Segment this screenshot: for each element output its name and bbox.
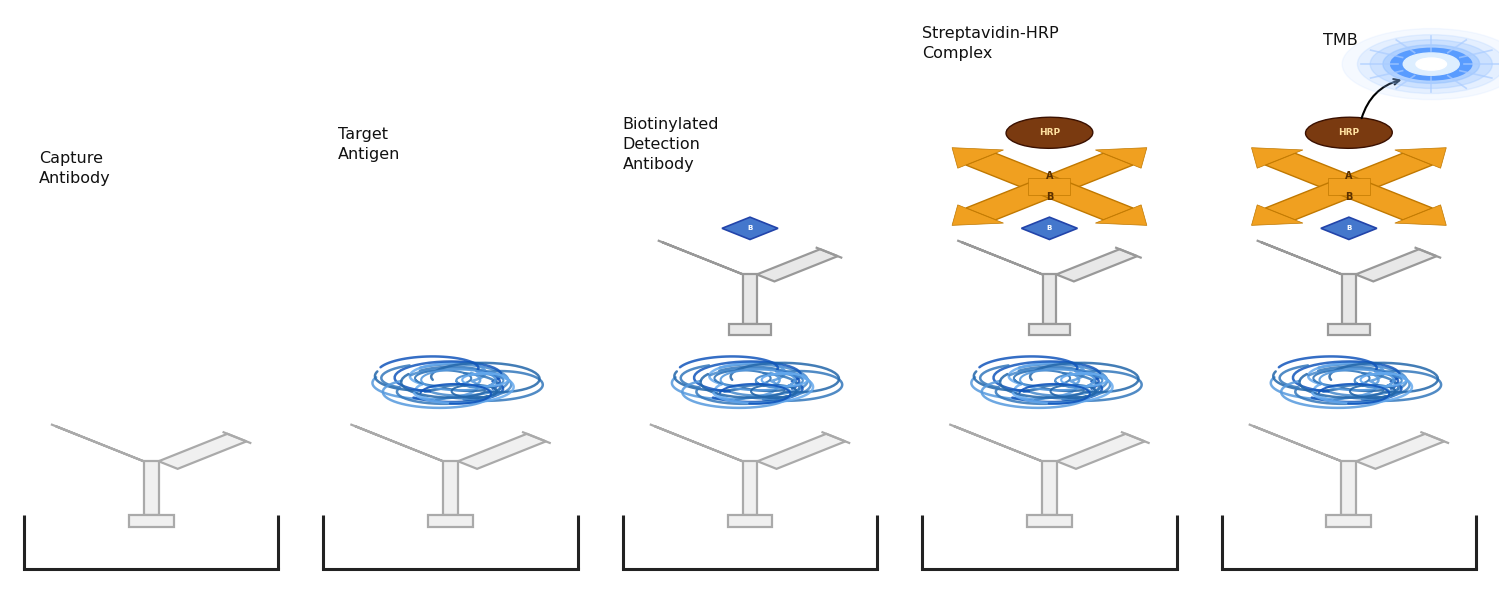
Text: HRP: HRP [1040, 128, 1060, 137]
Text: Capture
Antibody: Capture Antibody [39, 151, 111, 186]
Ellipse shape [1305, 117, 1392, 148]
Polygon shape [758, 434, 846, 469]
Circle shape [1370, 40, 1492, 88]
Polygon shape [56, 426, 144, 461]
Circle shape [1402, 53, 1460, 75]
Text: A: A [1046, 171, 1053, 181]
Text: B: B [747, 226, 753, 232]
Polygon shape [954, 426, 1042, 461]
Circle shape [1342, 29, 1500, 100]
Circle shape [1358, 35, 1500, 94]
Polygon shape [1251, 205, 1304, 226]
Polygon shape [1356, 249, 1437, 281]
Polygon shape [1035, 153, 1132, 193]
Text: TMB: TMB [1323, 33, 1358, 48]
Polygon shape [1262, 242, 1342, 274]
Text: B: B [1346, 192, 1353, 202]
Ellipse shape [1390, 47, 1473, 80]
Polygon shape [952, 148, 1004, 168]
Polygon shape [1356, 434, 1444, 469]
Polygon shape [1035, 181, 1132, 220]
Text: B: B [1346, 226, 1352, 232]
Polygon shape [1254, 426, 1341, 461]
Polygon shape [1266, 153, 1364, 193]
Polygon shape [966, 153, 1065, 193]
Polygon shape [1058, 434, 1144, 469]
Polygon shape [1042, 461, 1058, 515]
Polygon shape [663, 242, 742, 274]
Polygon shape [1334, 153, 1432, 193]
Polygon shape [442, 461, 458, 515]
FancyBboxPatch shape [1029, 324, 1069, 335]
Polygon shape [1056, 249, 1137, 281]
Polygon shape [1042, 274, 1056, 324]
Text: HRP: HRP [1338, 128, 1359, 137]
Polygon shape [758, 249, 837, 281]
Polygon shape [1341, 461, 1356, 515]
Polygon shape [1342, 274, 1356, 324]
Polygon shape [1251, 148, 1304, 168]
Polygon shape [952, 205, 1004, 226]
Polygon shape [1395, 148, 1446, 168]
Polygon shape [1395, 205, 1446, 226]
FancyBboxPatch shape [728, 515, 772, 527]
Polygon shape [1095, 148, 1148, 168]
FancyBboxPatch shape [1028, 515, 1072, 527]
Polygon shape [966, 181, 1065, 220]
FancyBboxPatch shape [427, 515, 472, 527]
Polygon shape [742, 461, 758, 515]
FancyBboxPatch shape [129, 515, 174, 527]
Polygon shape [356, 426, 442, 461]
Polygon shape [1334, 181, 1432, 220]
Ellipse shape [1007, 117, 1094, 148]
Text: B: B [1046, 192, 1053, 202]
Bar [1029, 178, 1071, 195]
Text: B: B [1047, 226, 1052, 232]
Polygon shape [458, 434, 546, 469]
Polygon shape [1322, 217, 1377, 239]
Polygon shape [159, 434, 246, 469]
Bar [1328, 178, 1370, 195]
Polygon shape [1266, 181, 1364, 220]
Polygon shape [962, 242, 1042, 274]
Text: Target
Antigen: Target Antigen [339, 127, 400, 162]
Polygon shape [1095, 205, 1148, 226]
Text: Biotinylated
Detection
Antibody: Biotinylated Detection Antibody [622, 118, 718, 172]
Text: A: A [1346, 171, 1353, 181]
Polygon shape [742, 274, 758, 324]
Polygon shape [1022, 217, 1077, 239]
FancyBboxPatch shape [1328, 324, 1370, 335]
FancyBboxPatch shape [729, 324, 771, 335]
Polygon shape [722, 217, 778, 239]
FancyBboxPatch shape [1326, 515, 1371, 527]
Text: Streptavidin-HRP
Complex: Streptavidin-HRP Complex [922, 26, 1059, 61]
Polygon shape [654, 426, 742, 461]
Polygon shape [144, 461, 159, 515]
Circle shape [1383, 45, 1479, 83]
Circle shape [1416, 58, 1446, 70]
